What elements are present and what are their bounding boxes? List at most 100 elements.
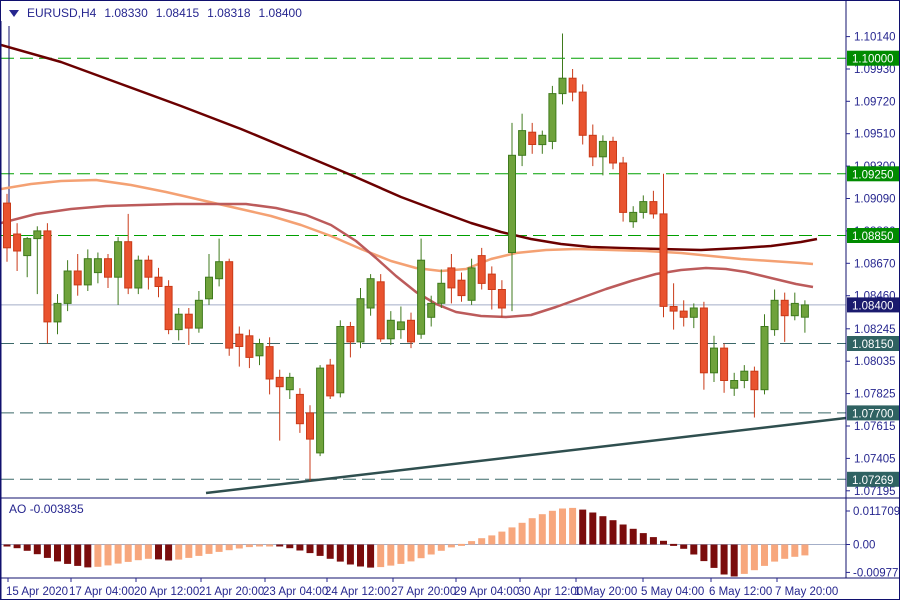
candle-body[interactable] xyxy=(23,238,32,257)
candle-body[interactable] xyxy=(154,276,163,288)
time-tick-label[interactable]: 23 Apr 04:00 xyxy=(263,586,328,598)
time-tick-label[interactable]: 5 May 04:00 xyxy=(641,586,704,598)
candle-body[interactable] xyxy=(447,267,456,289)
candle-body[interactable] xyxy=(407,319,415,343)
candle-body[interactable] xyxy=(386,319,395,340)
candle-body[interactable] xyxy=(174,313,183,331)
chart-title: EURUSD,H4 1.08330 1.08415 1.08318 1.0840… xyxy=(9,6,304,20)
candle-body[interactable] xyxy=(649,201,658,215)
candle-body[interactable] xyxy=(629,211,638,223)
candle-body[interactable] xyxy=(346,326,355,343)
time-tick-label[interactable]: 30 Apr 12:00 xyxy=(518,586,583,598)
candle-body[interactable] xyxy=(275,376,284,388)
candle-body[interactable] xyxy=(114,241,123,278)
time-tick-label[interactable]: 29 Apr 04:00 xyxy=(454,586,519,598)
candle-body[interactable] xyxy=(558,77,567,95)
candle-body[interactable] xyxy=(134,259,143,289)
candle-body[interactable] xyxy=(427,302,436,318)
ao-bar xyxy=(660,540,667,545)
candle-body[interactable] xyxy=(568,77,577,93)
candle-body[interactable] xyxy=(104,258,112,278)
candle-body[interactable] xyxy=(659,213,668,307)
candle-body[interactable] xyxy=(245,335,254,358)
candle-body[interactable] xyxy=(43,230,52,323)
time-tick-label[interactable]: 20 Apr 12:00 xyxy=(134,586,199,598)
candle-body[interactable] xyxy=(598,140,607,158)
candle-body[interactable] xyxy=(780,299,789,317)
candle-body[interactable] xyxy=(83,258,92,286)
ascending-trendline[interactable] xyxy=(205,416,847,495)
candle-body[interactable] xyxy=(306,412,314,440)
ao-indicator-label: AO -0.003835 xyxy=(9,502,84,516)
candle-body[interactable] xyxy=(770,299,779,331)
candle-body[interactable] xyxy=(144,259,153,278)
candle-body[interactable] xyxy=(497,289,506,309)
candle-body[interactable] xyxy=(508,154,516,253)
candle-body[interactable] xyxy=(619,162,628,213)
candle-body[interactable] xyxy=(710,347,718,374)
candle-body[interactable] xyxy=(235,333,244,348)
candle-body[interactable] xyxy=(760,326,769,391)
candle-body[interactable] xyxy=(3,202,11,249)
candle-body[interactable] xyxy=(609,140,617,164)
time-tick-label[interactable]: 24 Apr 12:00 xyxy=(325,586,390,598)
time-tick-label[interactable]: 1 May 20:00 xyxy=(574,586,637,598)
candle-body[interactable] xyxy=(790,302,799,317)
candle-body[interactable] xyxy=(336,326,345,394)
candle-body[interactable] xyxy=(93,258,102,274)
candle-body[interactable] xyxy=(194,299,203,329)
candle-body[interactable] xyxy=(33,230,42,240)
candle-body[interactable] xyxy=(437,282,446,304)
candle-body[interactable] xyxy=(73,270,82,286)
candle-body[interactable] xyxy=(467,267,476,301)
candle-body[interactable] xyxy=(740,370,749,382)
time-tick-label[interactable]: 21 Apr 20:00 xyxy=(199,586,264,598)
candle-body[interactable] xyxy=(225,261,234,349)
candle-body[interactable] xyxy=(164,285,173,331)
candle-body[interactable] xyxy=(669,306,678,312)
candle-body[interactable] xyxy=(750,370,759,391)
candle-body[interactable] xyxy=(205,276,213,300)
candle-body[interactable] xyxy=(518,130,527,156)
candle-body[interactable] xyxy=(295,393,304,425)
time-tick-label[interactable]: 17 Apr 04:00 xyxy=(69,586,134,598)
candle-body[interactable] xyxy=(679,310,688,318)
candle-body[interactable] xyxy=(396,321,405,331)
candle-body[interactable] xyxy=(578,91,587,136)
candle-body[interactable] xyxy=(548,93,557,142)
time-tick-label[interactable]: 15 Apr 2020 xyxy=(6,586,68,598)
candle-body[interactable] xyxy=(316,367,325,454)
candle-body[interactable] xyxy=(417,259,426,335)
candle-body[interactable] xyxy=(184,313,193,329)
time-tick-label[interactable]: 27 Apr 20:00 xyxy=(391,586,456,598)
time-tick-label[interactable]: 7 May 20:00 xyxy=(775,586,838,598)
candle-body[interactable] xyxy=(639,201,648,213)
candle-body[interactable] xyxy=(265,346,274,380)
candle-body[interactable] xyxy=(487,273,496,291)
candle-body[interactable] xyxy=(800,304,809,318)
candle-body[interactable] xyxy=(53,302,62,323)
time-tick-label[interactable]: 6 May 12:00 xyxy=(709,586,772,598)
ao-tick-label: 0.011709 xyxy=(853,506,900,518)
candle-body[interactable] xyxy=(477,255,486,284)
candle-body[interactable] xyxy=(13,233,22,252)
collapse-triangle-icon[interactable] xyxy=(9,9,19,17)
candle-body[interactable] xyxy=(699,307,708,374)
candle-body[interactable] xyxy=(63,270,72,304)
candle-body[interactable] xyxy=(215,261,224,280)
candle-body[interactable] xyxy=(326,364,335,397)
candle-body[interactable] xyxy=(730,380,739,389)
candle-body[interactable] xyxy=(285,376,294,391)
candle-body[interactable] xyxy=(689,307,698,318)
candle-body[interactable] xyxy=(538,134,547,146)
candle-body[interactable] xyxy=(366,278,375,309)
candle-body[interactable] xyxy=(457,279,466,297)
candle-body[interactable] xyxy=(528,131,537,145)
candle-body[interactable] xyxy=(376,281,385,340)
candle-body[interactable] xyxy=(588,134,597,158)
candle-body[interactable] xyxy=(124,241,133,289)
candle-body[interactable] xyxy=(255,343,264,357)
candle-body[interactable] xyxy=(720,347,729,382)
candle-body[interactable] xyxy=(356,298,365,343)
